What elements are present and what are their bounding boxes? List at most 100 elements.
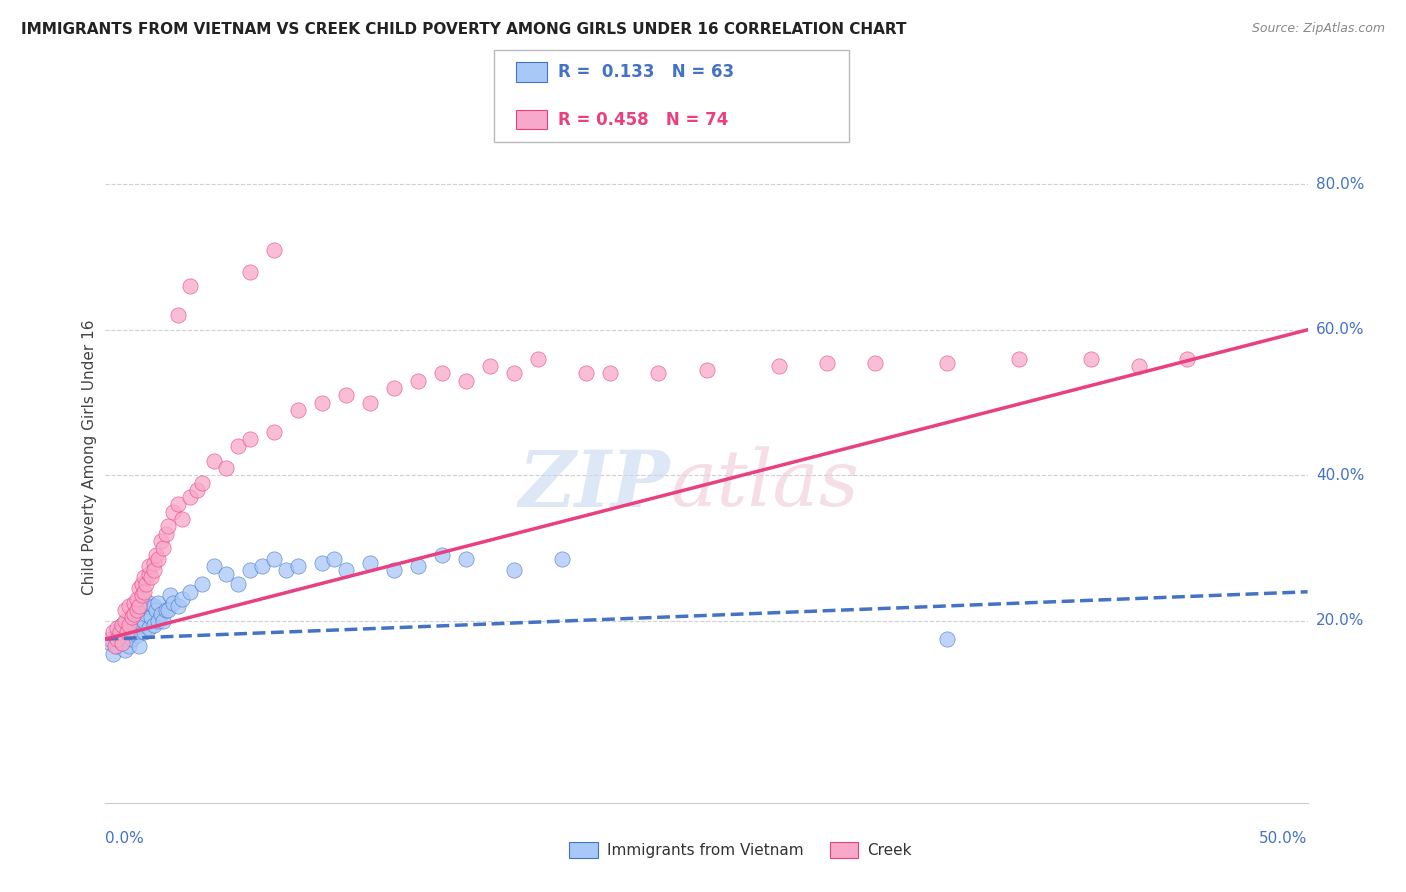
Point xyxy=(149,533,172,548)
Text: IMMIGRANTS FROM VIETNAM VS CREEK CHILD POVERTY AMONG GIRLS UNDER 16 CORRELATION : IMMIGRANTS FROM VIETNAM VS CREEK CHILD P… xyxy=(21,22,907,37)
Point xyxy=(131,607,153,621)
Point xyxy=(863,355,886,369)
Point xyxy=(311,395,333,409)
Point xyxy=(503,563,526,577)
Point xyxy=(159,589,181,603)
Point xyxy=(406,559,429,574)
Point xyxy=(152,614,174,628)
Point xyxy=(152,541,174,555)
Point xyxy=(142,617,165,632)
Point xyxy=(125,592,148,607)
Point xyxy=(108,624,131,639)
Point xyxy=(936,355,959,369)
Point xyxy=(359,556,381,570)
Point xyxy=(145,549,167,563)
Point xyxy=(287,402,309,417)
Point xyxy=(104,632,127,646)
Text: Source: ZipAtlas.com: Source: ZipAtlas.com xyxy=(1251,22,1385,36)
Point xyxy=(104,640,127,654)
Point xyxy=(172,512,194,526)
Point xyxy=(132,570,155,584)
Point xyxy=(250,559,273,574)
Text: R =  0.133   N = 63: R = 0.133 N = 63 xyxy=(558,63,734,81)
Point xyxy=(263,425,285,439)
Point xyxy=(121,632,143,646)
Point xyxy=(186,483,208,497)
Point xyxy=(115,624,138,639)
Point xyxy=(124,596,146,610)
Point xyxy=(179,279,201,293)
Point xyxy=(114,603,136,617)
Point xyxy=(111,617,134,632)
Point xyxy=(138,596,160,610)
Point xyxy=(132,624,155,639)
Point xyxy=(111,636,134,650)
Point xyxy=(382,381,405,395)
Point xyxy=(1080,351,1102,366)
Point xyxy=(430,367,453,381)
Point xyxy=(156,603,179,617)
Point xyxy=(527,351,550,366)
Point xyxy=(118,640,141,654)
Point xyxy=(128,617,150,632)
Point xyxy=(121,614,143,628)
Point xyxy=(575,367,598,381)
Point xyxy=(239,432,262,446)
Point xyxy=(111,617,134,632)
Point xyxy=(179,584,201,599)
Point xyxy=(125,603,148,617)
Point xyxy=(406,374,429,388)
Point xyxy=(114,614,136,628)
Point xyxy=(131,577,153,591)
Point xyxy=(454,552,477,566)
Point xyxy=(148,552,170,566)
Point xyxy=(149,607,172,621)
Point xyxy=(142,556,165,570)
Point xyxy=(142,563,165,577)
Point xyxy=(108,621,131,635)
Point xyxy=(114,643,136,657)
Point xyxy=(135,599,157,614)
Text: 0.0%: 0.0% xyxy=(105,831,145,847)
Point xyxy=(190,475,212,490)
Point xyxy=(166,308,188,322)
Point xyxy=(202,559,225,574)
Point xyxy=(101,647,124,661)
Point xyxy=(179,490,201,504)
Text: 50.0%: 50.0% xyxy=(1260,831,1308,847)
Point xyxy=(128,640,150,654)
Point xyxy=(128,599,150,614)
Point xyxy=(696,363,718,377)
Point xyxy=(239,563,262,577)
Point xyxy=(138,621,160,635)
Point xyxy=(124,624,146,639)
Point xyxy=(155,603,177,617)
Point xyxy=(139,570,162,584)
Point xyxy=(121,610,143,624)
Point xyxy=(162,505,184,519)
Point xyxy=(162,596,184,610)
Point xyxy=(135,607,157,621)
Point xyxy=(202,454,225,468)
Point xyxy=(124,607,146,621)
Point xyxy=(768,359,790,374)
Point xyxy=(114,624,136,639)
Point xyxy=(132,584,155,599)
Point xyxy=(124,607,146,621)
Point xyxy=(166,498,188,512)
Point xyxy=(148,596,170,610)
Point xyxy=(335,388,357,402)
Point xyxy=(138,566,160,581)
Point xyxy=(479,359,502,374)
Point xyxy=(98,632,121,646)
Point xyxy=(139,610,162,624)
Point xyxy=(107,621,129,635)
Point xyxy=(107,640,129,654)
Point xyxy=(226,577,249,591)
Point xyxy=(430,549,453,563)
Point xyxy=(647,367,669,381)
Point xyxy=(155,526,177,541)
Point xyxy=(1175,351,1198,366)
Point xyxy=(263,552,285,566)
Text: ZIP: ZIP xyxy=(519,447,671,523)
